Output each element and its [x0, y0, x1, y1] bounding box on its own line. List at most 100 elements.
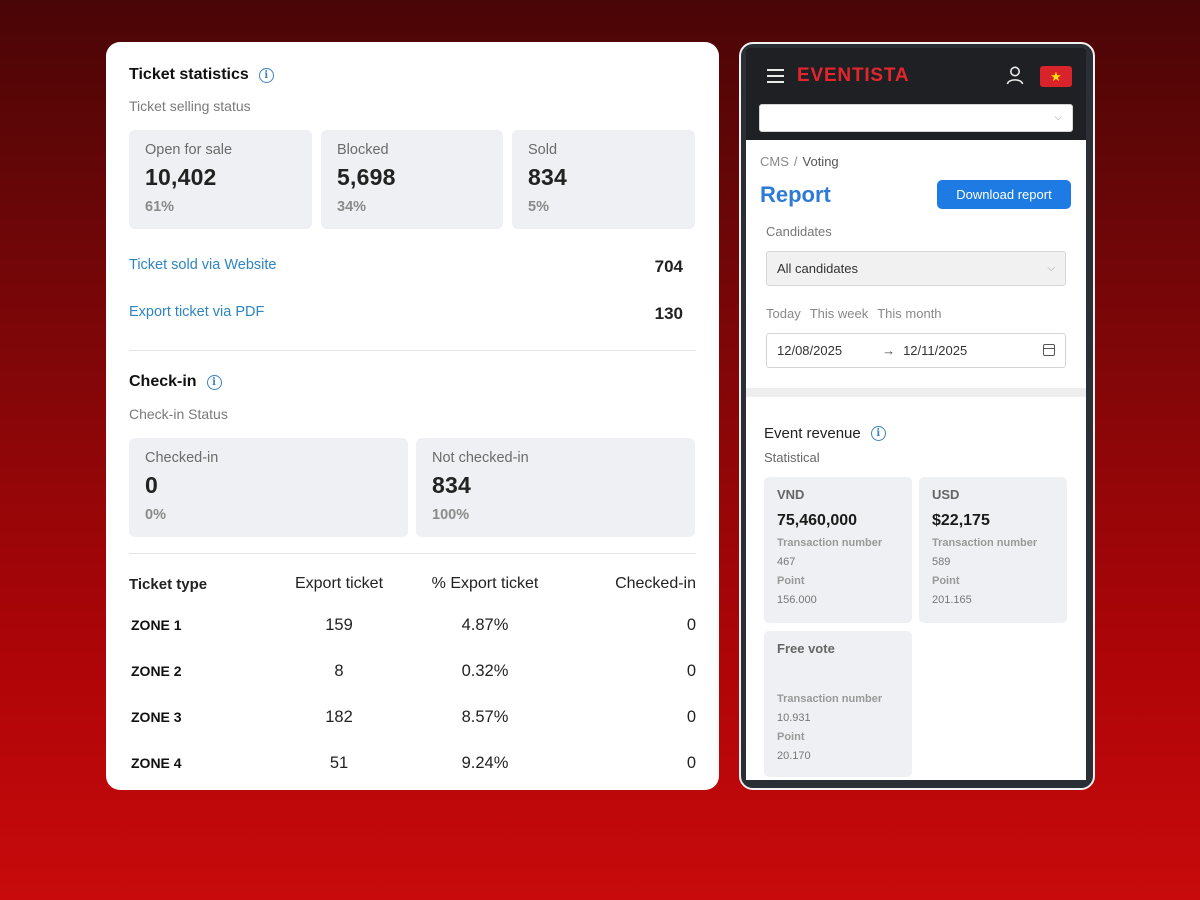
- stat-percent: 100%: [432, 507, 470, 523]
- sold-card: Sold 834 5%: [512, 130, 695, 229]
- point-label: Point: [932, 575, 960, 587]
- info-icon[interactable]: i: [258, 67, 274, 83]
- export-percent-cell: 0.32%: [461, 661, 509, 680]
- export-ticket-cell: 182: [325, 707, 353, 726]
- range-today[interactable]: Today: [766, 306, 801, 321]
- app-header: EVENTISTA ★ ⌵: [746, 48, 1086, 140]
- checked-in-cell: 0: [686, 615, 696, 634]
- stat-value: 5,698: [337, 164, 396, 190]
- chevron-down-icon: ⌵: [1047, 262, 1055, 274]
- column-header: % Export ticket: [431, 575, 539, 592]
- eventista-logo[interactable]: EVENTISTA: [797, 65, 910, 86]
- table-row: ZONE 3 182 8.57% 0: [129, 694, 696, 740]
- info-icon[interactable]: i: [870, 426, 886, 441]
- ticket-sold-website-link[interactable]: Ticket sold via Website: [129, 257, 277, 273]
- currency-label: VND: [777, 487, 805, 502]
- section-divider: [129, 553, 696, 554]
- table-row: ZONE 2 8 0.32% 0: [129, 648, 696, 694]
- ticket-statistics-header: Ticket statistics i: [129, 66, 274, 84]
- mobile-device-frame: EVENTISTA ★ ⌵ CMS / Voting Report Download…: [739, 42, 1095, 790]
- statistical-label: Statistical: [764, 450, 820, 465]
- export-percent-cell: 4.87%: [461, 615, 509, 634]
- export-ticket-cell: 159: [325, 615, 353, 634]
- export-ticket-pdf-count: 130: [654, 304, 683, 323]
- export-percent-cell: 9.24%: [461, 753, 509, 772]
- ticket-statistics-card: Ticket statistics i Ticket selling statu…: [106, 42, 719, 790]
- stat-percent: 34%: [337, 199, 367, 215]
- point-value: 201.165: [932, 594, 972, 606]
- breadcrumb-voting: Voting: [802, 154, 839, 169]
- table-row: ZONE 4 51 9.24% 0: [129, 740, 696, 786]
- transaction-number-label: Transaction number: [932, 537, 1038, 549]
- stat-value: 0: [145, 472, 158, 498]
- arrow-right-icon: →: [882, 343, 896, 358]
- vietnam-flag-icon[interactable]: ★: [1040, 66, 1072, 87]
- event-revenue-title: Event revenue: [764, 425, 861, 442]
- website-sold-row: Ticket sold via Website 704: [129, 257, 683, 277]
- ticket-type-cell: ZONE 3: [131, 709, 182, 725]
- checked-in-cell: 0: [686, 661, 696, 680]
- candidates-select[interactable]: All candidates ⌵: [766, 251, 1066, 286]
- date-from[interactable]: 12/08/2025: [777, 343, 843, 358]
- checkin-header: Check-in i: [129, 373, 222, 391]
- mobile-screen: EVENTISTA ★ ⌵ CMS / Voting Report Download…: [746, 48, 1086, 782]
- breadcrumb: CMS / Voting: [760, 154, 839, 169]
- range-this-week[interactable]: This week: [809, 306, 869, 321]
- usd-revenue-card: USD $22,175 Transaction number 589 Point…: [919, 477, 1067, 623]
- currency-label: USD: [932, 487, 960, 502]
- stat-value: 834: [528, 164, 567, 190]
- stat-value: 834: [432, 472, 471, 498]
- event-revenue-header: Event revenue i: [764, 425, 886, 442]
- column-header: Checked-in: [615, 575, 696, 592]
- transaction-number-value: 10.931: [777, 712, 811, 724]
- transaction-number-label: Transaction number: [777, 537, 883, 549]
- checked-in-card: Checked-in 0 0%: [129, 438, 408, 537]
- column-header: Ticket type: [129, 575, 208, 593]
- table-row: ZONE 1 159 4.87% 0: [129, 602, 696, 648]
- device-bottom-bezel: [741, 780, 1093, 788]
- ticket-selling-status-label: Ticket selling status: [129, 98, 251, 114]
- transaction-number-value: 589: [932, 556, 951, 568]
- user-icon[interactable]: [1005, 65, 1025, 85]
- revenue-amount: 75,460,000: [777, 512, 858, 529]
- breadcrumb-cms[interactable]: CMS: [760, 154, 789, 169]
- ticket-type-cell: ZONE 1: [131, 617, 182, 633]
- export-ticket-pdf-link[interactable]: Export ticket via PDF: [129, 304, 265, 320]
- checked-in-cell: 0: [686, 753, 696, 772]
- currency-label: Free vote: [777, 641, 835, 656]
- download-report-button[interactable]: Download report: [937, 180, 1071, 209]
- stat-percent: 61%: [145, 199, 175, 215]
- open-for-sale-card: Open for sale 10,402 61%: [129, 130, 312, 229]
- ticket-type-table: Ticket type Export ticket % Export ticke…: [129, 570, 696, 786]
- chevron-down-icon: ⌵: [1054, 111, 1062, 123]
- export-ticket-cell: 51: [329, 753, 349, 772]
- stat-label: Blocked: [337, 142, 389, 158]
- stat-label: Open for sale: [145, 142, 233, 158]
- menu-icon[interactable]: [767, 69, 784, 83]
- transaction-number-value: 467: [777, 556, 796, 568]
- column-header: Export ticket: [294, 575, 384, 592]
- stat-value: 10,402: [145, 164, 217, 190]
- revenue-amount: $22,175: [932, 512, 990, 529]
- breadcrumb-separator: /: [793, 154, 798, 169]
- point-value: 156.000: [777, 594, 817, 606]
- candidates-selected-value: All candidates: [777, 261, 858, 276]
- section-divider: [129, 350, 696, 351]
- stat-label: Not checked-in: [432, 450, 529, 466]
- event-select[interactable]: ⌵: [759, 104, 1073, 132]
- transaction-number-label: Transaction number: [777, 693, 883, 705]
- stat-label: Checked-in: [145, 450, 219, 466]
- ticket-type-cell: ZONE 2: [131, 663, 182, 679]
- info-icon[interactable]: i: [206, 374, 222, 390]
- date-to[interactable]: 12/11/2025: [903, 343, 968, 358]
- ticket-statistics-title: Ticket statistics: [129, 66, 249, 83]
- blocked-card: Blocked 5,698 34%: [321, 130, 503, 229]
- pdf-export-row: Export ticket via PDF 130: [129, 304, 683, 324]
- checked-in-cell: 0: [686, 707, 696, 726]
- calendar-icon[interactable]: [1043, 344, 1055, 356]
- quick-date-ranges: Today This week This month: [766, 306, 942, 321]
- range-this-month[interactable]: This month: [877, 306, 942, 321]
- date-range-picker[interactable]: 12/08/2025 → 12/11/2025: [766, 333, 1066, 368]
- table-header-row: Ticket type Export ticket % Export ticke…: [129, 570, 696, 598]
- stat-percent: 5%: [528, 199, 549, 215]
